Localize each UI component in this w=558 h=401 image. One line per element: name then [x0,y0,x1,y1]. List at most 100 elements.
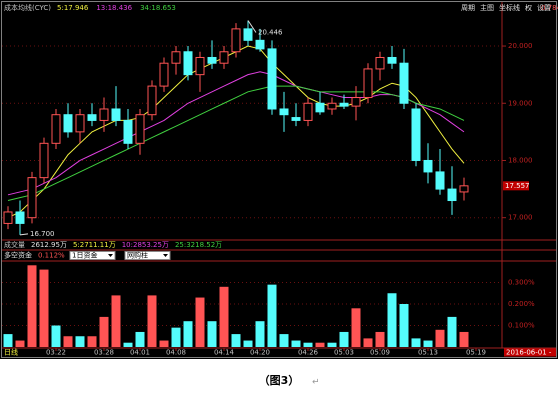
candle-body [39,142,49,179]
y-tick-label: 20.000 [508,42,533,50]
bar [435,329,445,347]
x-tick-label: 03.28 [94,349,114,357]
candle-body [243,28,253,41]
y-tick-label: 0.200% [508,300,535,308]
candle-body [219,51,229,64]
indicator-title: 多空资金 [4,251,32,260]
toolbar-button[interactable]: 坐标线 [499,3,520,12]
bar [387,293,397,347]
bar [183,321,193,347]
toolbar-button[interactable]: 主图 [480,3,494,12]
toolbar-button[interactable]: 权 [525,3,532,12]
bar [219,286,229,347]
bar [351,308,361,347]
dropdown-arrow [108,254,113,257]
candle-body [51,114,61,144]
bar [195,297,205,347]
candle-body [435,171,445,190]
bar [159,340,169,347]
bar [231,334,241,347]
bar [63,336,73,347]
bar [171,327,181,347]
bar [339,331,349,347]
candle-body [15,211,25,224]
indicator-value: 0.112% [38,252,65,260]
candle-body [315,102,325,113]
background [0,0,558,359]
annotation: 20.446 [258,29,283,37]
candle-body [459,185,469,193]
bar [447,316,457,347]
bar [15,340,25,347]
annotation: 16.700 [30,230,55,238]
y-tick-label: 0.100% [508,322,535,330]
candle-body [375,56,385,70]
dropdown-arrow [163,254,168,257]
bar [363,338,373,347]
bar [111,295,121,347]
candle-body [399,62,409,104]
candle-body [3,211,13,224]
candle-body [327,102,337,110]
bar [3,334,13,347]
last-price-label: 17.557 [505,182,530,190]
candle-body [423,159,433,173]
candle-body [279,108,289,116]
candle-body [171,51,181,64]
toolbar-button[interactable]: 设置 [537,3,551,12]
bar [207,321,217,347]
dropdown-label[interactable]: 1日资金 [72,251,97,260]
bar [27,265,37,347]
ma-line [7,85,465,202]
x-tick-label: 04.26 [298,349,319,357]
candle-body [87,114,97,121]
x-tick-label: 04.14 [214,349,235,357]
volume-header: 5:2711.11万 [73,241,116,249]
toolbar-button[interactable]: 周期 [461,4,475,12]
bar [135,331,145,347]
x-tick-label: 05.13 [418,349,438,357]
candle-body [447,188,457,202]
candle-body [303,102,313,121]
period-label: 日线 [4,348,18,357]
legend-entry: 34:18.653 [140,4,176,12]
bar [75,336,85,347]
bar [327,342,337,347]
candle-body [63,114,73,133]
bar [39,269,49,347]
caption: （图3） [259,374,300,387]
date-box [504,348,556,357]
bar [267,284,277,347]
dropdown-label[interactable]: 网购柱 [127,251,148,260]
annotation-arrow [247,20,257,33]
x-tick-label: 03.22 [46,349,66,357]
bar [315,342,325,347]
candle-body [159,62,169,87]
annotation-arrow [19,233,29,236]
bar [243,340,253,347]
bar [291,340,301,347]
x-tick-label: 05.03 [334,349,354,357]
y-tick-label: 17.000 [508,214,533,222]
bar [459,331,469,347]
bar [99,316,109,347]
candle-body [99,108,109,121]
bar [87,336,97,347]
dropdown[interactable] [69,251,116,260]
x-tick-label: 05.19 [466,349,486,357]
candle-body [387,56,397,64]
bar [51,325,61,347]
candle-body [411,108,421,161]
candle-body [231,28,241,53]
candle-body [207,56,217,64]
x-tick-label: 04.01 [130,349,150,357]
dropdown[interactable] [124,251,171,260]
candle-body [147,85,157,116]
legend-entry: 5:17.946 [57,4,89,12]
candle-body [363,68,373,99]
candle-body [111,108,121,121]
volume-header: 25:3218.52万 [175,241,222,249]
bar [375,331,385,347]
bar [123,342,133,347]
